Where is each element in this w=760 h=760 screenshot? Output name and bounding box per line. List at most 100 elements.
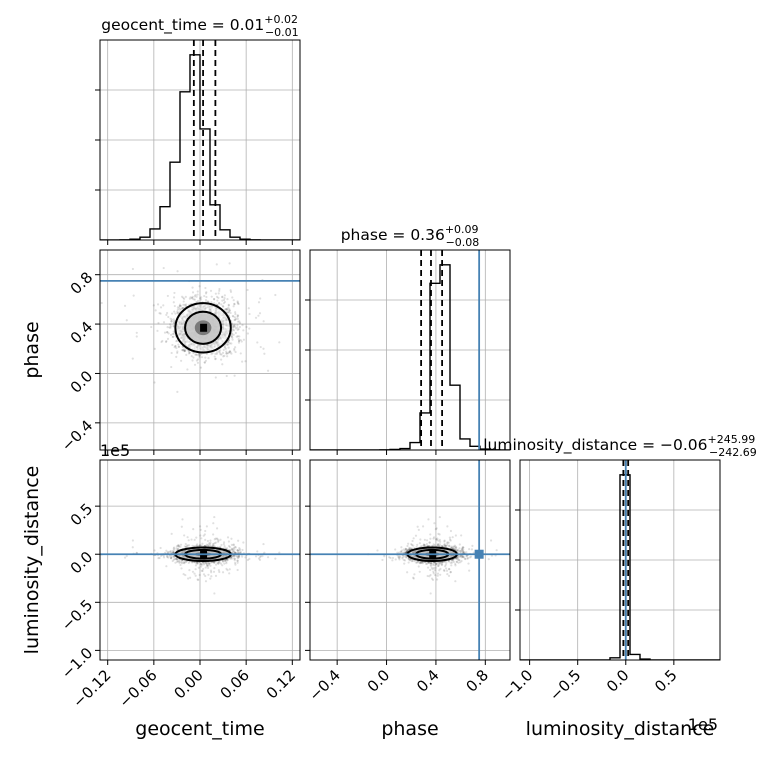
sample-point — [179, 545, 182, 548]
sample-point — [213, 561, 216, 564]
sample-point — [236, 315, 239, 318]
sample-point — [177, 544, 181, 547]
sample-point — [222, 302, 225, 305]
sample-point — [223, 562, 226, 565]
sample-point — [195, 544, 198, 547]
sample-point — [215, 527, 219, 530]
sample-point — [176, 547, 180, 550]
sample-point — [219, 349, 222, 352]
sample-point — [227, 544, 231, 548]
sample-point — [203, 361, 206, 364]
sample-point — [233, 550, 236, 554]
sample-point — [177, 543, 180, 547]
sample-point — [177, 343, 180, 346]
sample-point — [194, 294, 197, 297]
sample-point — [135, 331, 138, 334]
sample-point — [224, 308, 227, 311]
sample-point — [167, 332, 170, 335]
sample-point — [236, 549, 239, 552]
sample-point — [234, 311, 237, 314]
sample-point — [174, 312, 177, 315]
sample-point — [169, 317, 172, 320]
sample-point — [183, 350, 186, 353]
sample-point — [182, 296, 185, 299]
sample-point — [219, 353, 222, 356]
sample-point — [166, 551, 169, 554]
sample-point — [229, 351, 232, 354]
sample-point — [231, 557, 234, 560]
sample-point — [123, 556, 127, 559]
sample-point — [236, 551, 240, 554]
sample-point — [228, 568, 231, 571]
sample-point — [247, 307, 250, 310]
sample-point — [185, 545, 188, 548]
sample-point — [178, 304, 182, 307]
sample-point — [223, 296, 226, 300]
sample-point — [238, 320, 241, 323]
sample-point — [198, 573, 201, 577]
sample-point — [234, 327, 237, 330]
sample-point — [236, 324, 239, 327]
sample-point — [167, 315, 170, 319]
sample-point — [266, 369, 270, 372]
sample-point — [194, 568, 197, 571]
sample-point — [210, 571, 213, 574]
sample-point — [191, 570, 195, 573]
sample-point — [227, 346, 230, 349]
sample-point — [203, 533, 206, 536]
sample-point — [237, 539, 240, 542]
sample-point — [192, 356, 195, 359]
sample-point — [228, 309, 231, 312]
sample-point — [197, 566, 200, 569]
sample-point — [191, 291, 195, 294]
sample-point — [172, 325, 175, 328]
sample-point — [182, 348, 185, 352]
sample-point — [195, 536, 198, 539]
sample-point — [181, 349, 184, 352]
sample-point — [176, 390, 179, 393]
sample-point — [196, 293, 199, 296]
sample-point — [196, 561, 199, 564]
sample-point — [217, 569, 220, 572]
sample-point — [244, 556, 247, 559]
sample-point — [188, 568, 191, 572]
sample-point — [235, 555, 238, 558]
sample-point — [234, 317, 238, 321]
sample-point — [232, 554, 235, 557]
sample-point — [131, 546, 134, 549]
sample-point — [204, 292, 208, 295]
sample-point — [230, 547, 233, 550]
sample-point — [257, 301, 261, 304]
sample-point — [254, 555, 258, 558]
sample-point — [153, 347, 156, 351]
sample-point — [166, 311, 169, 315]
sample-point — [177, 560, 180, 563]
sample-point — [172, 335, 175, 338]
sample-point — [217, 292, 220, 295]
sample-point — [166, 294, 169, 298]
sample-point — [194, 353, 197, 356]
sample-point — [236, 335, 239, 338]
sample-point — [187, 544, 191, 547]
sample-point — [170, 551, 173, 554]
sample-point — [274, 293, 277, 297]
sample-point — [241, 555, 244, 558]
sample-point — [213, 302, 216, 305]
sample-point — [246, 332, 249, 335]
sample-point — [233, 555, 236, 558]
sample-point — [193, 538, 196, 541]
sample-point — [415, 545, 418, 549]
sample-point — [187, 539, 190, 542]
sample-point — [204, 562, 208, 565]
sample-point — [232, 324, 235, 327]
sample-point — [178, 561, 181, 565]
sample-point — [159, 546, 162, 550]
panel-phase-vs-luminosity_distance — [305, 459, 511, 665]
sample-point — [222, 355, 225, 358]
sample-point — [178, 306, 181, 309]
sample-point — [177, 345, 180, 348]
sample-point — [173, 310, 176, 313]
sample-point — [207, 564, 210, 567]
sample-point — [254, 316, 258, 319]
sample-point — [210, 295, 213, 298]
